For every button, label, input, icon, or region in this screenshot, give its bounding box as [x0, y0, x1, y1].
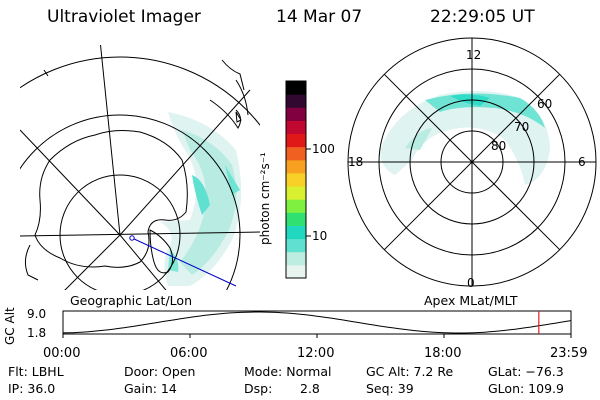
status-mode: Mode: Normal — [244, 364, 332, 379]
satellite-track — [131, 237, 237, 287]
left-map-caption: Geographic Lat/Lon — [70, 293, 192, 308]
colorbar-units-label: photon cm⁻²s⁻¹ — [258, 152, 272, 245]
lat-circle-middle — [20, 114, 241, 290]
colorbar-segment — [286, 212, 306, 226]
colorbar-segment — [286, 107, 306, 121]
antarctica-outline — [34, 130, 188, 268]
timeline-xtick-0600: 06:00 — [170, 346, 208, 361]
mlat-label-80: 80 — [491, 139, 507, 153]
magnetic-map — [347, 37, 597, 287]
mlat-label-60: 60 — [537, 97, 553, 111]
color-bar — [285, 80, 311, 279]
instrument-title: Ultraviolet Imager — [47, 7, 201, 27]
status-glat: GLat: −76.3 — [488, 364, 564, 379]
colorbar-tick-10: 10 — [312, 229, 328, 243]
timeline-xtick-1200: 12:00 — [297, 346, 335, 361]
colorbar-segment — [286, 186, 306, 200]
colorbar-segment — [286, 172, 306, 187]
timeline-xtick-0000: 00:00 — [43, 346, 81, 361]
colorbar-segment — [286, 225, 306, 240]
mlat-label-70: 70 — [514, 120, 530, 134]
aurora-emission-left — [160, 112, 242, 286]
status-filter: Flt: LBHL — [8, 364, 64, 379]
mlt-label-6: 6 — [578, 155, 586, 169]
time-label: 22:29:05 UT — [430, 7, 535, 27]
status-gain: Gain: 14 — [124, 381, 177, 396]
mlt-label-0: 0 — [467, 276, 475, 290]
status-door: Door: Open — [124, 364, 196, 379]
status-ip: IP: 36.0 — [8, 381, 56, 396]
status-dsp-value: 2.8 — [300, 381, 320, 396]
mlt-label-12: 12 — [466, 48, 482, 62]
right-map-caption: Apex MLat/MLT — [424, 293, 518, 308]
timeline-xtick-2359: 23:59 — [550, 346, 588, 361]
timeline-xtick-1800: 18:00 — [424, 346, 462, 361]
timeline-ytick-9: 9.0 — [27, 307, 47, 321]
colorbar-segment — [286, 238, 306, 253]
colorbar-segment — [286, 159, 306, 174]
colorbar-segment — [286, 94, 306, 108]
timeline-ylabel: GC Alt — [3, 307, 17, 345]
lat-circle-outer — [20, 56, 260, 126]
timeline-ytick-1-8: 1.8 — [27, 326, 47, 340]
colorbar-segment — [286, 264, 306, 279]
status-glon: GLon: 109.9 — [488, 381, 564, 396]
colorbar-segment — [286, 120, 306, 135]
altitude-curve — [62, 311, 572, 334]
status-dsp-label: Dsp: — [244, 381, 273, 396]
altitude-timeline — [62, 310, 572, 338]
colorbar-segment — [286, 146, 306, 161]
date-label: 14 Mar 07 — [276, 7, 363, 27]
colorbar-segment — [286, 81, 306, 95]
satellite-position-icon — [129, 235, 135, 241]
aurora-emission-right — [380, 91, 550, 185]
colorbar-segment — [286, 133, 306, 148]
geographic-map — [20, 45, 260, 290]
colorbar-tick-100: 100 — [312, 142, 335, 156]
colorbar-segment — [286, 199, 306, 213]
colorbar-segment — [286, 251, 306, 266]
status-seq: Seq: 39 — [366, 381, 414, 396]
status-gc-alt: GC Alt: 7.2 Re — [366, 364, 454, 379]
mlt-label-18: 18 — [348, 155, 364, 169]
